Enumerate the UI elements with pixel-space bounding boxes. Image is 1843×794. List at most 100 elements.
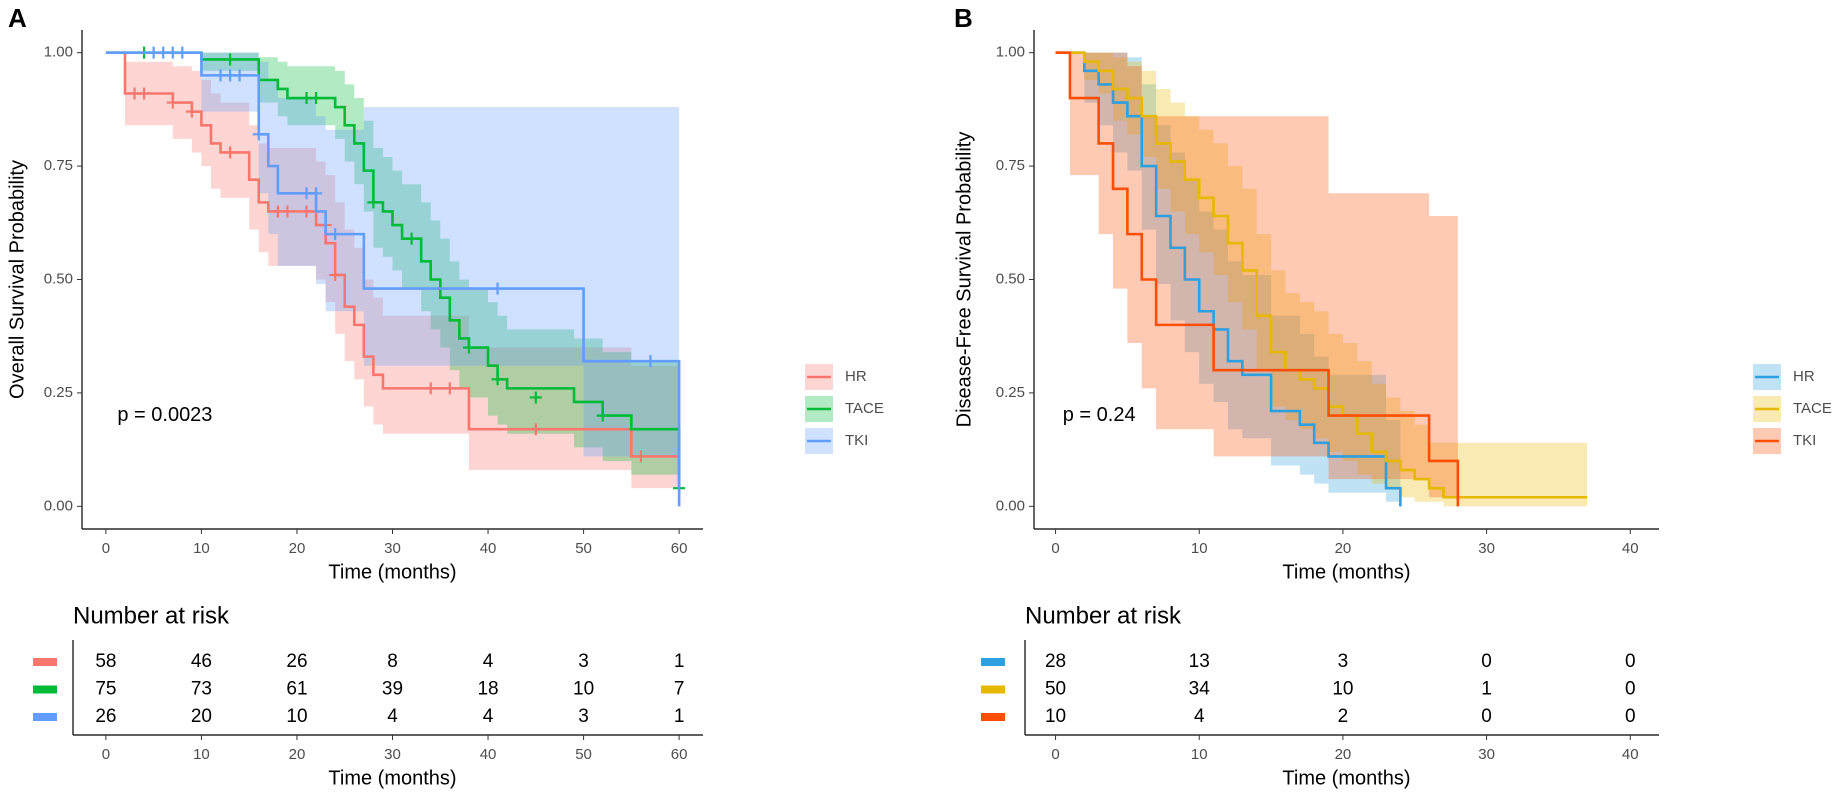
risk-count: 10 (1045, 706, 1066, 727)
x-tick-label: 20 (1335, 540, 1352, 557)
legend-label: HR (845, 368, 867, 385)
y-tick-label: 0.25 (996, 384, 1025, 401)
x-tick-label: 20 (289, 540, 306, 557)
censor-mark (462, 341, 475, 354)
risk-count: 18 (477, 679, 498, 700)
risk-count: 10 (1332, 679, 1353, 700)
survival-line (1055, 51, 1460, 507)
risk-count: 2 (1338, 706, 1349, 727)
risk-count: 73 (191, 679, 212, 700)
survival-line (1055, 51, 1402, 507)
risk-row-key (33, 658, 57, 666)
risk-count: 4 (483, 651, 494, 672)
censor-mark (281, 205, 294, 218)
risk-row-key (33, 685, 57, 694)
censor-mark (138, 87, 151, 100)
risk-x-tick-label: 30 (1478, 746, 1495, 763)
risk-count: 4 (483, 706, 494, 727)
risk-count: 46 (191, 651, 212, 672)
risk-count: 1 (1481, 679, 1492, 700)
risk-count: 10 (573, 679, 594, 700)
risk-table-title: Number at risk (1025, 602, 1182, 629)
y-tick-label: 0.75 (44, 157, 73, 174)
risk-count: 0 (1625, 679, 1636, 700)
risk-row-key (981, 658, 1005, 666)
legend-label: HR (1793, 368, 1815, 385)
censor-mark (300, 205, 313, 218)
x-tick-label: 30 (1478, 540, 1495, 557)
risk-count: 20 (191, 706, 212, 727)
censor-mark (224, 53, 237, 66)
risk-count: 50 (1045, 679, 1066, 700)
risk-count: 10 (286, 706, 307, 727)
legend-label: TKI (1793, 432, 1816, 449)
censor-mark (233, 69, 246, 82)
censor-mark (329, 268, 342, 281)
censor-mark (252, 128, 265, 141)
risk-count: 7 (674, 679, 685, 700)
risk-count: 4 (387, 706, 398, 727)
x-tick-label: 60 (671, 540, 688, 557)
y-axis-label: Overall Survival Probability (6, 160, 28, 399)
risk-count: 75 (95, 679, 116, 700)
x-tick-label: 40 (480, 540, 497, 557)
censor-mark (185, 105, 198, 118)
risk-count: 3 (1338, 651, 1349, 672)
risk-count: 0 (1625, 651, 1636, 672)
risk-row-key (981, 713, 1005, 721)
panel-label: A (8, 3, 27, 33)
risk-x-tick-label: 60 (671, 746, 688, 763)
risk-count: 39 (382, 679, 403, 700)
risk-x-tick-label: 0 (1051, 746, 1059, 763)
risk-x-tick-label: 0 (102, 746, 110, 763)
risk-count: 28 (1045, 651, 1066, 672)
legend-label: TKI (845, 432, 868, 449)
y-tick-label: 0.25 (44, 384, 73, 401)
x-tick-label: 50 (575, 540, 592, 557)
censor-mark (405, 232, 418, 245)
risk-count: 8 (387, 651, 398, 672)
x-tick-label: 0 (1051, 540, 1059, 557)
y-tick-label: 0.50 (996, 270, 1025, 287)
risk-count: 26 (95, 706, 116, 727)
x-tick-label: 30 (384, 540, 401, 557)
risk-count: 26 (286, 651, 307, 672)
y-tick-label: 0.75 (996, 157, 1025, 174)
censor-mark (310, 92, 323, 105)
censor-mark (529, 391, 542, 404)
risk-x-tick-label: 20 (1335, 746, 1352, 763)
risk-x-tick-label: 50 (575, 746, 592, 763)
y-axis-label: Disease-Free Survival Probability (953, 132, 975, 428)
y-tick-label: 0.00 (996, 497, 1025, 514)
y-tick-label: 0.50 (44, 270, 73, 287)
x-tick-label: 10 (1191, 540, 1208, 557)
risk-count: 0 (1625, 706, 1636, 727)
risk-count: 4 (1194, 706, 1205, 727)
risk-count: 13 (1189, 651, 1210, 672)
censor-mark (529, 423, 542, 436)
censor-mark (596, 409, 609, 422)
legend-label: TACE (1793, 400, 1832, 417)
censor-mark (443, 382, 456, 395)
p-value: p = 0.0023 (117, 404, 212, 426)
x-tick-label: 10 (193, 540, 210, 557)
risk-x-tick-label: 20 (289, 746, 306, 763)
risk-x-tick-label: 10 (1191, 746, 1208, 763)
risk-x-tick-label: 30 (384, 746, 401, 763)
censor-mark (367, 196, 380, 209)
risk-count: 1 (674, 706, 685, 727)
censor-mark (491, 282, 504, 295)
confidence-band (1055, 52, 1588, 507)
censor-mark (329, 228, 342, 241)
risk-count: 0 (1481, 651, 1492, 672)
censor-mark (424, 382, 437, 395)
censor-mark (166, 96, 179, 109)
survival-line (1055, 51, 1588, 499)
y-tick-label: 1.00 (44, 44, 73, 61)
x-axis-label: Time (months) (328, 561, 456, 583)
risk-x-tick-label: 40 (1622, 746, 1639, 763)
p-value: p = 0.24 (1063, 404, 1136, 426)
censor-mark (644, 355, 657, 368)
risk-count: 34 (1189, 679, 1211, 700)
x-tick-label: 40 (1622, 540, 1639, 557)
